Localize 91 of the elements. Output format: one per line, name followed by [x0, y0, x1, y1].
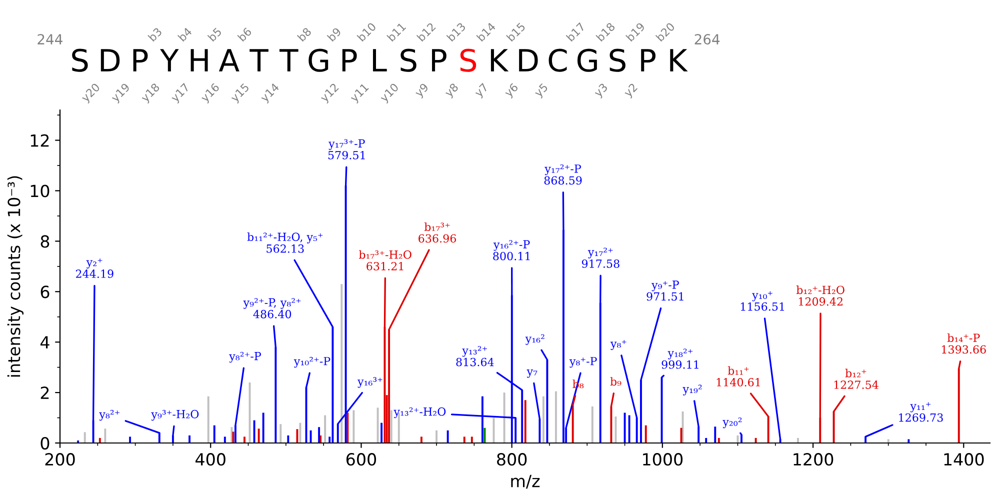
x-tick-label: 1400 [944, 453, 984, 466]
annotation: b₁₁²⁺-H₂O, y₅⁺ 562.13 [247, 232, 323, 253]
category-label: S [400, 48, 416, 72]
y-tick-label: 2 [40, 386, 49, 399]
y-tick-label: 4 [40, 336, 50, 348]
text: y5 [534, 82, 550, 100]
annotation: y₂⁺ 244.19 [76, 258, 114, 278]
category-label: L [372, 49, 387, 72]
text: b6 [237, 26, 252, 42]
x-tick-label: 800 [497, 453, 527, 466]
text: b20 [655, 22, 676, 42]
annotation: y₁₃²⁺-H₂O [394, 407, 446, 418]
annotation: y₁₀⁺ 1156.51 [740, 291, 784, 311]
category-label: P [342, 49, 357, 72]
text: b11 [386, 22, 406, 42]
annotation: b₁₇³⁺-H₂O 631.21 [358, 250, 412, 270]
text: b13 [446, 22, 466, 42]
annotation: y₁₇²⁺ 917.58 [582, 248, 620, 268]
y-tick-label: 6 [40, 286, 50, 298]
text: y9 [414, 82, 430, 100]
category-label: C [548, 48, 567, 72]
annotation: b₁₄⁺-P 1393.66 [942, 333, 986, 354]
annotation: b₁₂⁺-H₂O 1209.42 [796, 286, 844, 306]
y-tick-label: 10 [30, 184, 50, 198]
category-label: S [72, 48, 88, 72]
text: y2 [623, 82, 640, 100]
category-label: T [250, 49, 268, 72]
category-label: H [190, 49, 208, 72]
annotation: y₈²⁺-P [229, 352, 261, 363]
annotation: y₁₆³⁺ [357, 377, 382, 388]
annotation: y₁₆² [525, 334, 544, 345]
category-label: P [641, 49, 656, 72]
category-label: S [460, 48, 476, 72]
annotation: y₁₈²⁺ 999.11 [662, 348, 698, 369]
text: b5 [207, 27, 222, 42]
annotation: y₁₇²⁺-P 868.59 [544, 164, 582, 185]
annotation: y₈²⁺ [99, 410, 120, 421]
category-label: A [218, 49, 240, 72]
annotation: y₁₃²⁺ 813.64 [456, 346, 494, 366]
annotation: y₂₀² [722, 417, 742, 428]
text: b14 [476, 22, 496, 42]
category-label: D [100, 49, 120, 72]
category-label: K [490, 49, 509, 72]
text: b9 [326, 26, 342, 42]
text: b3 [148, 27, 162, 42]
x-tick-label: 600 [346, 453, 376, 466]
annotation: y₉³⁺-H₂O [151, 410, 199, 421]
annotation: y₁₆²⁺-P 800.11 [493, 240, 530, 260]
x-axis-title: m/z [511, 474, 540, 489]
annotation: y₁₇³⁺-P 579.51 [328, 139, 365, 160]
x-tick-label: 200 [45, 453, 75, 466]
category-label: S [610, 48, 626, 72]
text: b4 [177, 26, 192, 42]
category-label: K [670, 49, 688, 72]
category-label: Y [160, 49, 179, 72]
category-label: P [432, 49, 446, 72]
annotation: y₉²⁺-P, y₈²⁺ 486.40 [243, 298, 301, 318]
annotation: y₁₁⁺ 1269.73 [899, 402, 943, 422]
text: 264 [694, 34, 720, 45]
y-tick-label: 0 [40, 436, 50, 450]
annotation: b₁₇³⁺ 636.96 [418, 222, 456, 243]
annotation: b₁₂⁺ 1227.54 [834, 368, 878, 389]
text: b19 [626, 22, 646, 42]
text: y8 [444, 82, 460, 100]
x-tick-label: 400 [196, 453, 226, 466]
text: y6 [504, 82, 520, 100]
y-tick-label: 8 [40, 235, 50, 248]
text: b8 [296, 26, 312, 42]
category-label: G [577, 48, 597, 72]
annotation: y₁₀²⁺-P [294, 356, 330, 368]
text: y3 [593, 82, 610, 100]
annotation: y₈⁺-P [569, 357, 597, 368]
x-tick-label: 1000 [643, 453, 683, 466]
category-label: T [279, 49, 298, 72]
annotation: b₉ [610, 377, 622, 386]
annotation: y₉⁺-P 971.51 [646, 280, 684, 301]
y-tick-label: 12 [30, 134, 49, 147]
text: b18 [596, 22, 616, 42]
text: b10 [356, 22, 377, 42]
annotation: y₇ [526, 370, 538, 378]
x-tick-label: 1200 [794, 453, 834, 466]
text: 244 [38, 34, 62, 44]
annotation: y₈⁺ [610, 340, 626, 350]
category-label: D [519, 49, 538, 72]
annotation: y₁₉² [682, 384, 702, 396]
category-label: G [308, 48, 328, 72]
annotation: b₁₁⁺ 1140.61 [716, 366, 760, 386]
y-axis-title: intensity counts (x 10⁻³) [7, 176, 24, 377]
text: b12 [416, 22, 436, 42]
category-label: P [133, 49, 148, 72]
text: y7 [474, 82, 490, 100]
